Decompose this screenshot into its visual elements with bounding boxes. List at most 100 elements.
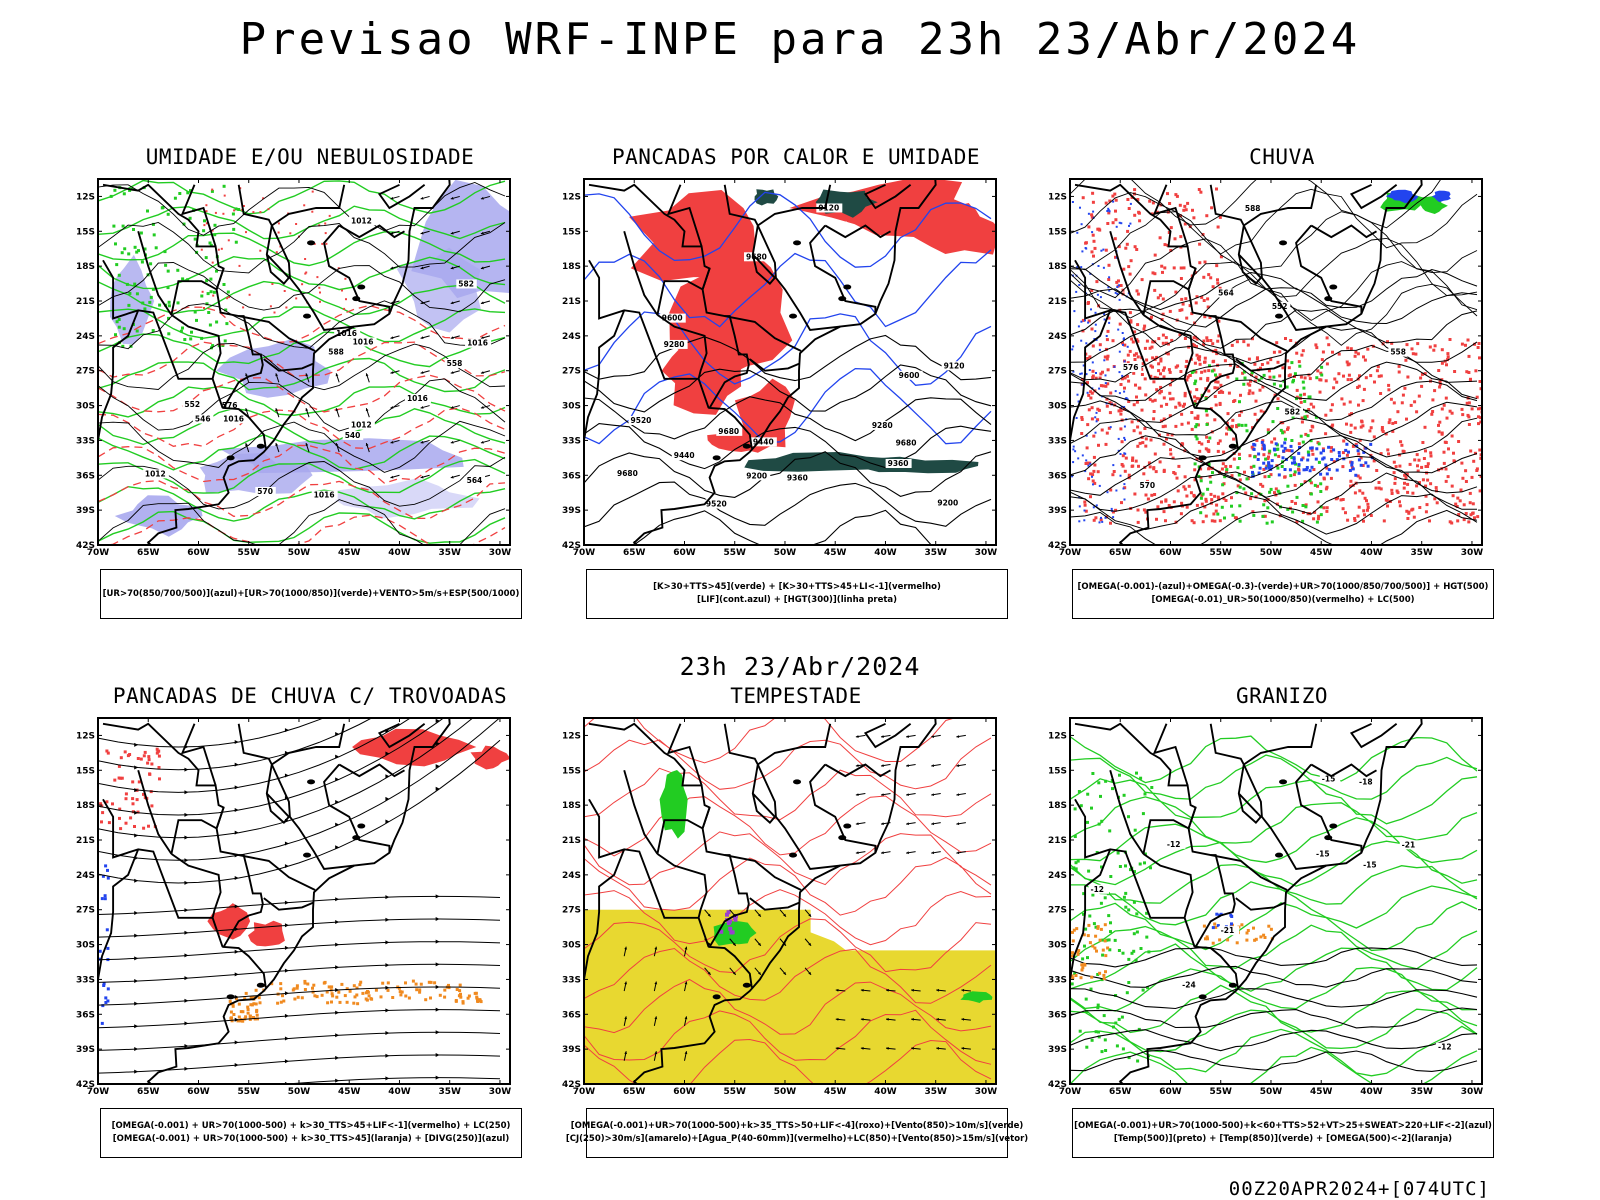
longitude-tick-label: 35W bbox=[924, 548, 947, 558]
longitude-tick-label: 60W bbox=[187, 1087, 210, 1097]
longitude-tick-label: 40W bbox=[874, 548, 897, 558]
legend-line: [OMEGA(-0.001) + UR>70(1000-500) + k>30_… bbox=[112, 1134, 510, 1144]
map-panel: CHUVA 588 582 576 570 564 558 552 12S 15S 18S 21S 24… bbox=[1042, 145, 1522, 645]
contour-label: 564 bbox=[1218, 289, 1234, 298]
panel-title: UMIDADE E/OU NEBULOSIDADE bbox=[145, 145, 475, 169]
panel-title: PANCADAS DE CHUVA C/ TROVOADAS bbox=[112, 684, 508, 708]
contour-label: -18 bbox=[1359, 777, 1373, 786]
latitude-tick-label: 39S bbox=[1048, 506, 1067, 516]
longitude-tick-label: 65W bbox=[137, 1087, 160, 1097]
second-row-time: 23h 23/Abr/2024 bbox=[679, 652, 921, 681]
contour-label: 1012 bbox=[351, 421, 372, 430]
longitude-tick-label: 55W bbox=[1210, 1087, 1233, 1097]
map-panel: PANCADAS DE CHUVA C/ TROVOADAS 12S 15S 18S 2… bbox=[70, 684, 550, 1184]
contour-label: 9360 bbox=[787, 473, 808, 482]
panel-title: GRANIZO bbox=[1235, 684, 1328, 708]
contour-label: 9520 bbox=[631, 416, 652, 425]
longitude-tick-label: 45W bbox=[338, 1087, 361, 1097]
longitude-tick-label: 45W bbox=[1310, 1087, 1333, 1097]
longitude-tick-label: 70W bbox=[1059, 1087, 1082, 1097]
map-legend: [OMEGA(-0.001)-(azul)+OMEGA(-0.3)-(verde… bbox=[1072, 569, 1494, 619]
contour-label: 9600 bbox=[662, 314, 683, 323]
legend-line: [UR>70(850/700/500)](azul)+[UR>70(1000/8… bbox=[102, 588, 520, 599]
contour-label: 9200 bbox=[746, 471, 767, 480]
latitude-tick-label: 36S bbox=[76, 1010, 95, 1020]
latitude-tick-label: 36S bbox=[1048, 471, 1067, 481]
latitude-tick-label: 42S bbox=[562, 1080, 581, 1090]
latitude-tick-label: 39S bbox=[76, 506, 95, 516]
latitude-tick-label: 30S bbox=[76, 402, 95, 412]
latitude-tick-label: 21S bbox=[1048, 297, 1067, 307]
longitude-tick-label: 50W bbox=[1260, 548, 1283, 558]
contour-label: 9680 bbox=[617, 469, 638, 478]
longitude-tick-label: 65W bbox=[137, 548, 160, 558]
longitude-tick-label: 40W bbox=[874, 1087, 897, 1097]
longitude-tick-label: 60W bbox=[1159, 1087, 1182, 1097]
map-panel: UMIDADE E/OU NEBULOSIDADE 1012 1012 1016 101… bbox=[70, 145, 550, 645]
contour-label: 1016 bbox=[314, 491, 335, 500]
longitude-tick-label: 60W bbox=[673, 1087, 696, 1097]
longitude-tick-label: 50W bbox=[1260, 1087, 1283, 1097]
contour-label: -24 bbox=[1182, 981, 1196, 990]
latitude-tick-label: 42S bbox=[76, 541, 95, 551]
longitude-tick-label: 30W bbox=[975, 1087, 998, 1097]
legend-line: [K>30+TTS>45](verde) + [K>30+TTS>45+LI<-… bbox=[653, 582, 941, 592]
latitude-tick-label: 27S bbox=[562, 367, 581, 377]
latitude-tick-label: 18S bbox=[1048, 262, 1067, 272]
longitude-tick-label: 70W bbox=[573, 548, 596, 558]
contour-label: -12 bbox=[1090, 885, 1104, 894]
latitude-tick-label: 42S bbox=[1048, 1080, 1067, 1090]
latitude-tick-label: 33S bbox=[76, 975, 95, 985]
contour-label: 582 bbox=[1285, 408, 1301, 417]
latitude-tick-label: 15S bbox=[76, 766, 95, 776]
contour-label: 1016 bbox=[336, 329, 357, 338]
legend-line: [OMEGA(-0.001)+UR>70(1000-500)+k<60+TTS>… bbox=[1074, 1121, 1492, 1131]
contour-label: -15 bbox=[1363, 860, 1377, 869]
longitude-tick-label: 60W bbox=[673, 548, 696, 558]
contour-label: 1012 bbox=[145, 469, 166, 478]
latitude-tick-label: 18S bbox=[562, 262, 581, 272]
map-panel: GRANIZO -12 -12 -15 -15 -18 -21 -21 -24 -12 -15 12S… bbox=[1042, 684, 1522, 1184]
latitude-tick-label: 18S bbox=[1048, 801, 1067, 811]
contour-label: 9680 bbox=[746, 252, 767, 261]
contour-label: 9280 bbox=[664, 340, 685, 349]
contour-label: 552 bbox=[184, 400, 200, 409]
latitude-tick-label: 42S bbox=[562, 541, 581, 551]
longitude-tick-label: 45W bbox=[338, 548, 361, 558]
longitude-tick-label: 70W bbox=[573, 1087, 596, 1097]
longitude-tick-label: 35W bbox=[1410, 1087, 1433, 1097]
contour-label: 9680 bbox=[718, 427, 739, 436]
longitude-tick-label: 30W bbox=[1461, 548, 1484, 558]
longitude-tick-label: 35W bbox=[438, 548, 461, 558]
contour-label: -21 bbox=[1402, 840, 1416, 849]
map-legend: [UR>70(850/700/500)](azul)+[UR>70(1000/8… bbox=[100, 569, 522, 619]
latitude-tick-label: 15S bbox=[76, 227, 95, 237]
latitude-tick-label: 15S bbox=[562, 766, 581, 776]
latitude-tick-label: 39S bbox=[562, 1045, 581, 1055]
contour-label: 558 bbox=[447, 359, 463, 368]
contour-label: 540 bbox=[345, 431, 361, 440]
map-legend: [OMEGA(-0.001)+UR>70(1000-500)+k<60+TTS>… bbox=[1072, 1108, 1494, 1158]
latitude-tick-label: 33S bbox=[76, 436, 95, 446]
latitude-tick-label: 18S bbox=[76, 262, 95, 272]
longitude-tick-label: 40W bbox=[1360, 548, 1383, 558]
contour-label: 564 bbox=[467, 476, 483, 485]
latitude-tick-label: 12S bbox=[76, 731, 95, 741]
latitude-tick-label: 36S bbox=[1048, 1010, 1067, 1020]
map-legend: [K>30+TTS>45](verde) + [K>30+TTS>45+LI<-… bbox=[586, 569, 1008, 619]
contour-label: -15 bbox=[1322, 774, 1336, 783]
page-title: Previsao WRF-INPE para 23h 23/Abr/2024 bbox=[239, 14, 1361, 65]
contour-label: 9360 bbox=[888, 459, 909, 468]
contour-label: 9280 bbox=[872, 421, 893, 430]
forecast-map: 9680 9680 9680 9680 9600 9600 9520 9520 9440 9440… bbox=[562, 178, 997, 558]
latitude-tick-label: 12S bbox=[1048, 731, 1067, 741]
longitude-tick-label: 50W bbox=[774, 548, 797, 558]
contour-label: -12 bbox=[1167, 840, 1181, 849]
contour-label: 1016 bbox=[467, 339, 488, 348]
legend-line: [Temp(500)](preto) + [Temp(850)](verde) … bbox=[1113, 1134, 1453, 1144]
latitude-tick-label: 27S bbox=[562, 906, 581, 916]
latitude-tick-label: 24S bbox=[76, 332, 95, 342]
latitude-tick-label: 21S bbox=[562, 297, 581, 307]
contour-label: 570 bbox=[257, 487, 273, 496]
